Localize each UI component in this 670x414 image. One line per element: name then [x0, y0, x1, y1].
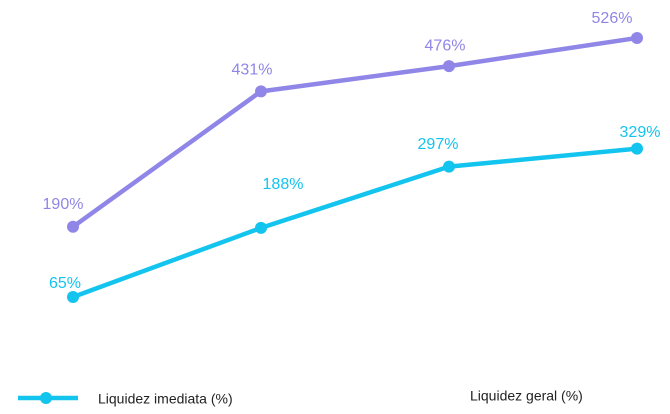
- value-label: 526%: [592, 10, 633, 27]
- value-label: 431%: [232, 62, 273, 79]
- point: [443, 160, 455, 173]
- point: [631, 32, 643, 44]
- legend-label: Liquidez imediata (%): [98, 391, 233, 407]
- value-label: 190%: [43, 196, 84, 213]
- legend-marker: [40, 392, 52, 404]
- series-line: [71, 35, 638, 229]
- value-label: 188%: [263, 176, 304, 193]
- legend-label: Liquidez geral (%): [470, 388, 583, 404]
- point: [255, 85, 267, 98]
- value-label: 65%: [49, 275, 81, 292]
- point: [443, 60, 455, 73]
- point: [631, 142, 643, 155]
- value-label: 329%: [620, 124, 661, 141]
- value-label: 476%: [425, 37, 466, 54]
- point: [67, 291, 79, 303]
- point: [255, 221, 267, 234]
- series-line: [72, 146, 638, 300]
- point: [67, 220, 79, 233]
- value-label: 297%: [418, 136, 459, 153]
